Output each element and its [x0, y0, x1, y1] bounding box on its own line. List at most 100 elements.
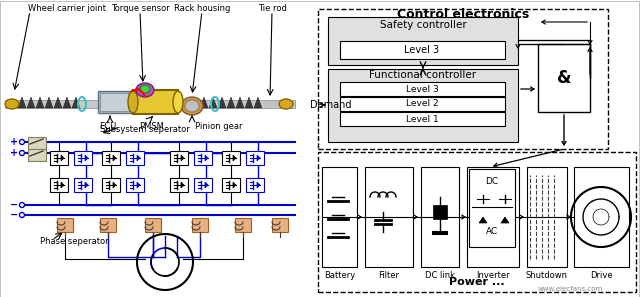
Polygon shape	[181, 182, 184, 188]
Polygon shape	[233, 155, 236, 161]
Bar	[574, 167, 629, 267]
Bar	[170, 151, 188, 165]
Polygon shape	[36, 97, 44, 108]
Text: Shutdown: Shutdown	[526, 271, 568, 279]
Text: −: −	[10, 200, 18, 210]
Polygon shape	[18, 97, 26, 108]
Bar	[102, 178, 120, 192]
Polygon shape	[479, 217, 487, 223]
Text: Battery: Battery	[324, 271, 355, 279]
Bar	[235, 218, 251, 232]
Bar	[222, 178, 240, 192]
Ellipse shape	[128, 91, 138, 113]
Text: &: &	[557, 69, 572, 87]
Bar	[57, 218, 73, 232]
Polygon shape	[113, 182, 116, 188]
Bar	[50, 151, 68, 165]
Text: +: +	[10, 137, 18, 147]
Ellipse shape	[140, 85, 150, 93]
Bar	[328, 17, 518, 65]
Bar	[433, 205, 447, 219]
Polygon shape	[137, 182, 140, 188]
Bar	[28, 137, 46, 149]
Bar	[126, 151, 144, 165]
Bar	[538, 44, 590, 112]
Bar	[467, 167, 519, 267]
Polygon shape	[218, 97, 226, 108]
Polygon shape	[54, 97, 62, 108]
Circle shape	[19, 140, 24, 145]
Bar	[340, 97, 505, 111]
Bar	[421, 167, 459, 267]
Bar	[340, 82, 505, 96]
Bar	[305, 0, 640, 297]
Bar	[0, 0, 305, 149]
Ellipse shape	[5, 99, 19, 109]
Ellipse shape	[279, 99, 293, 109]
Text: Drive: Drive	[590, 271, 613, 279]
Bar	[340, 112, 505, 126]
Bar	[328, 69, 518, 142]
Circle shape	[19, 151, 24, 156]
Polygon shape	[45, 97, 53, 108]
Ellipse shape	[185, 100, 199, 112]
Bar	[365, 167, 413, 267]
Polygon shape	[254, 97, 262, 108]
Bar	[246, 151, 264, 165]
Text: Level 1: Level 1	[406, 115, 438, 124]
Bar	[192, 218, 208, 232]
Text: DC link: DC link	[425, 271, 455, 279]
Text: Functional controller: Functional controller	[369, 70, 477, 80]
Text: Level 3: Level 3	[404, 45, 440, 55]
Text: www.elecfans.com: www.elecfans.com	[538, 286, 603, 292]
Text: Torque sensor: Torque sensor	[111, 4, 170, 13]
Ellipse shape	[181, 97, 203, 115]
Polygon shape	[227, 97, 235, 108]
Bar	[170, 178, 188, 192]
Polygon shape	[85, 155, 88, 161]
Ellipse shape	[136, 83, 154, 97]
Bar	[28, 149, 46, 161]
Text: Tie rod: Tie rod	[257, 4, 287, 13]
Polygon shape	[61, 182, 64, 188]
Bar	[98, 91, 133, 113]
Bar	[145, 218, 161, 232]
Text: AC: AC	[486, 228, 498, 236]
Polygon shape	[85, 182, 88, 188]
Ellipse shape	[173, 91, 183, 113]
Polygon shape	[209, 97, 217, 108]
Polygon shape	[200, 97, 208, 108]
Bar	[5, 100, 295, 108]
Polygon shape	[61, 155, 64, 161]
Text: PMSM: PMSM	[140, 122, 164, 131]
Polygon shape	[257, 182, 260, 188]
Text: Pinion gear: Pinion gear	[195, 122, 243, 131]
Bar	[50, 178, 68, 192]
Text: DC: DC	[485, 178, 499, 187]
Polygon shape	[137, 155, 140, 161]
Text: Phase seperator: Phase seperator	[40, 238, 109, 247]
Bar	[318, 152, 636, 292]
Bar	[246, 178, 264, 192]
Bar	[100, 218, 116, 232]
Bar	[74, 151, 92, 165]
Text: Level 2: Level 2	[406, 99, 438, 108]
Text: Filter: Filter	[378, 271, 399, 279]
Circle shape	[19, 212, 24, 217]
Bar	[272, 218, 288, 232]
Text: Inverter: Inverter	[476, 271, 510, 279]
Polygon shape	[233, 182, 236, 188]
Bar	[74, 178, 92, 192]
Text: Control electronics: Control electronics	[397, 9, 529, 21]
Polygon shape	[63, 97, 71, 108]
Polygon shape	[113, 155, 116, 161]
Text: Level 3: Level 3	[406, 85, 438, 94]
Bar	[133, 90, 178, 114]
Bar	[0, 134, 305, 297]
Bar	[194, 178, 212, 192]
Bar	[126, 178, 144, 192]
Text: Demand: Demand	[310, 100, 351, 110]
Text: Power ...: Power ...	[449, 277, 505, 287]
Polygon shape	[205, 182, 208, 188]
Bar	[527, 167, 567, 267]
